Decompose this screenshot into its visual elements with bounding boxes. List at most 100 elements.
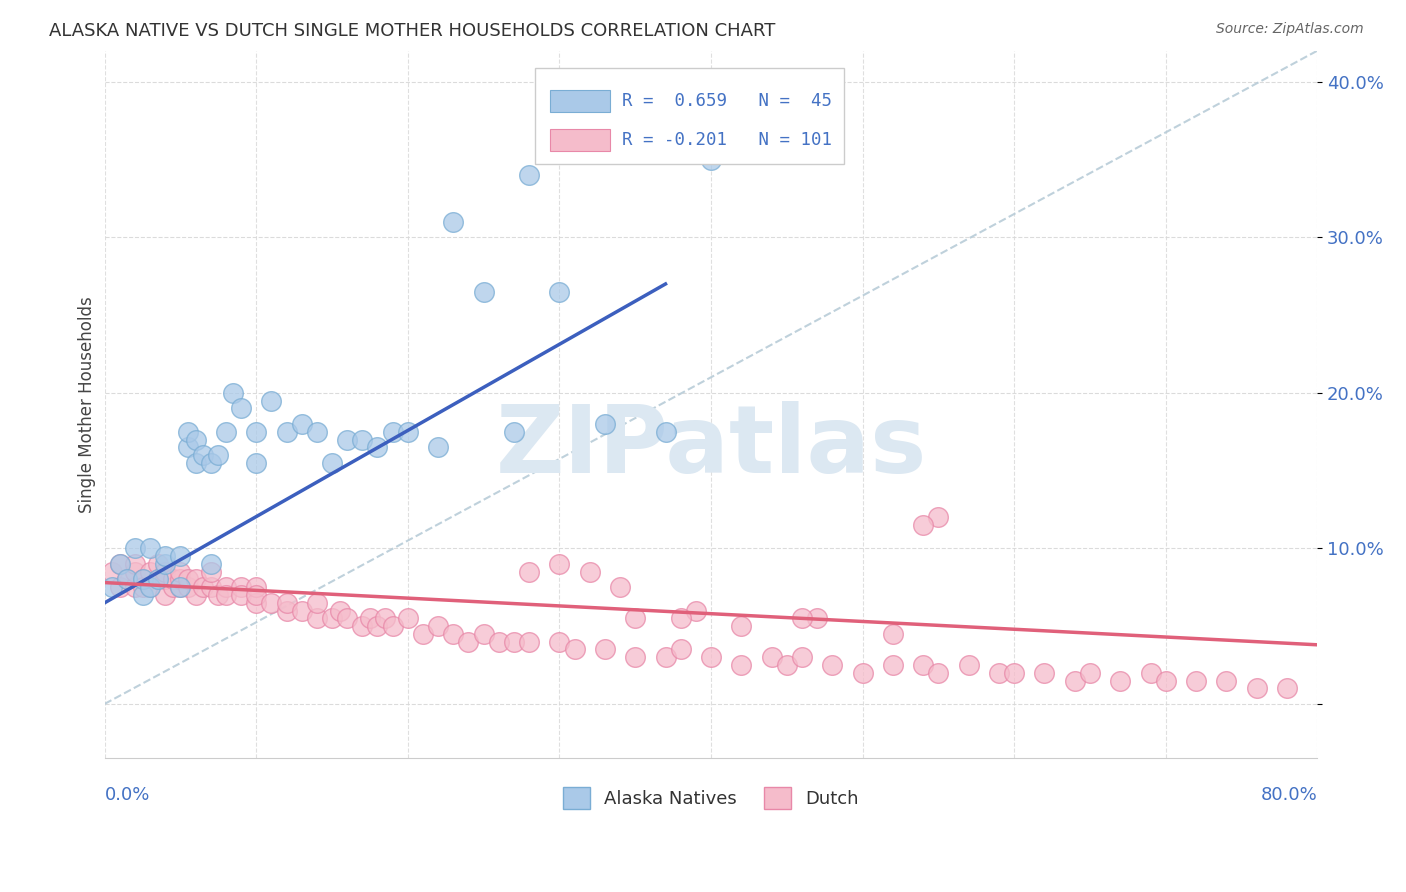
Point	[488, 634, 510, 648]
Point	[276, 596, 298, 610]
Point	[927, 510, 949, 524]
Point	[169, 573, 191, 587]
Point	[108, 580, 131, 594]
Point	[517, 565, 540, 579]
Point	[191, 580, 214, 594]
Point	[215, 580, 238, 594]
Point	[215, 588, 238, 602]
Point	[1215, 673, 1237, 688]
Point	[381, 619, 404, 633]
Point	[139, 580, 162, 594]
Point	[200, 565, 222, 579]
FancyBboxPatch shape	[550, 128, 610, 152]
Point	[131, 573, 153, 587]
Point	[146, 557, 169, 571]
Point	[352, 433, 374, 447]
Point	[654, 650, 676, 665]
Point	[1154, 673, 1177, 688]
Point	[1078, 665, 1101, 680]
Point	[305, 596, 328, 610]
FancyBboxPatch shape	[536, 69, 845, 164]
Point	[321, 611, 343, 625]
Point	[177, 425, 200, 439]
Point	[245, 596, 267, 610]
Point	[162, 573, 184, 587]
Point	[359, 611, 381, 625]
Text: ALASKA NATIVE VS DUTCH SINGLE MOTHER HOUSEHOLDS CORRELATION CHART: ALASKA NATIVE VS DUTCH SINGLE MOTHER HOU…	[49, 22, 776, 40]
Point	[1139, 665, 1161, 680]
Y-axis label: Single Mother Households: Single Mother Households	[79, 296, 96, 513]
Point	[472, 627, 495, 641]
Point	[229, 588, 252, 602]
Point	[548, 634, 571, 648]
Point	[396, 611, 419, 625]
Point	[101, 580, 124, 594]
Point	[207, 588, 229, 602]
Point	[177, 573, 200, 587]
Point	[200, 557, 222, 571]
Point	[139, 580, 162, 594]
Point	[700, 650, 723, 665]
Point	[730, 619, 752, 633]
Point	[162, 580, 184, 594]
Point	[1033, 665, 1056, 680]
Point	[548, 557, 571, 571]
Text: R =  0.659   N =  45: R = 0.659 N = 45	[621, 92, 832, 110]
Point	[441, 627, 464, 641]
Point	[291, 604, 314, 618]
Point	[184, 588, 207, 602]
Point	[1185, 673, 1208, 688]
Point	[578, 565, 600, 579]
Point	[276, 604, 298, 618]
Point	[700, 153, 723, 167]
Text: 0.0%: 0.0%	[104, 787, 150, 805]
Point	[1246, 681, 1268, 696]
Point	[177, 580, 200, 594]
Point	[117, 573, 139, 587]
Point	[593, 417, 616, 431]
Point	[229, 401, 252, 416]
Point	[101, 565, 124, 579]
Point	[155, 549, 177, 563]
Point	[776, 658, 799, 673]
Point	[427, 440, 450, 454]
Point	[207, 448, 229, 462]
Point	[184, 573, 207, 587]
Point	[245, 456, 267, 470]
Point	[517, 168, 540, 182]
Point	[260, 596, 283, 610]
Point	[730, 658, 752, 673]
Point	[957, 658, 980, 673]
Point	[155, 588, 177, 602]
Text: R = -0.201   N = 101: R = -0.201 N = 101	[621, 131, 832, 149]
Point	[654, 425, 676, 439]
Point	[124, 541, 146, 556]
Text: 80.0%: 80.0%	[1261, 787, 1317, 805]
Point	[761, 650, 783, 665]
Point	[988, 665, 1011, 680]
Point	[260, 393, 283, 408]
Point	[564, 642, 586, 657]
Point	[146, 573, 169, 587]
Point	[1063, 673, 1085, 688]
Point	[912, 658, 935, 673]
Point	[177, 440, 200, 454]
Point	[169, 549, 191, 563]
Point	[806, 611, 828, 625]
Point	[291, 417, 314, 431]
Point	[200, 580, 222, 594]
Point	[882, 627, 904, 641]
Point	[155, 557, 177, 571]
Point	[548, 285, 571, 299]
Point	[457, 634, 479, 648]
Point	[1002, 665, 1025, 680]
Point	[146, 573, 169, 587]
Point	[427, 619, 450, 633]
Point	[336, 433, 359, 447]
Point	[669, 642, 692, 657]
Point	[609, 580, 631, 594]
Point	[352, 619, 374, 633]
Point	[191, 448, 214, 462]
Point	[1109, 673, 1132, 688]
Point	[215, 425, 238, 439]
